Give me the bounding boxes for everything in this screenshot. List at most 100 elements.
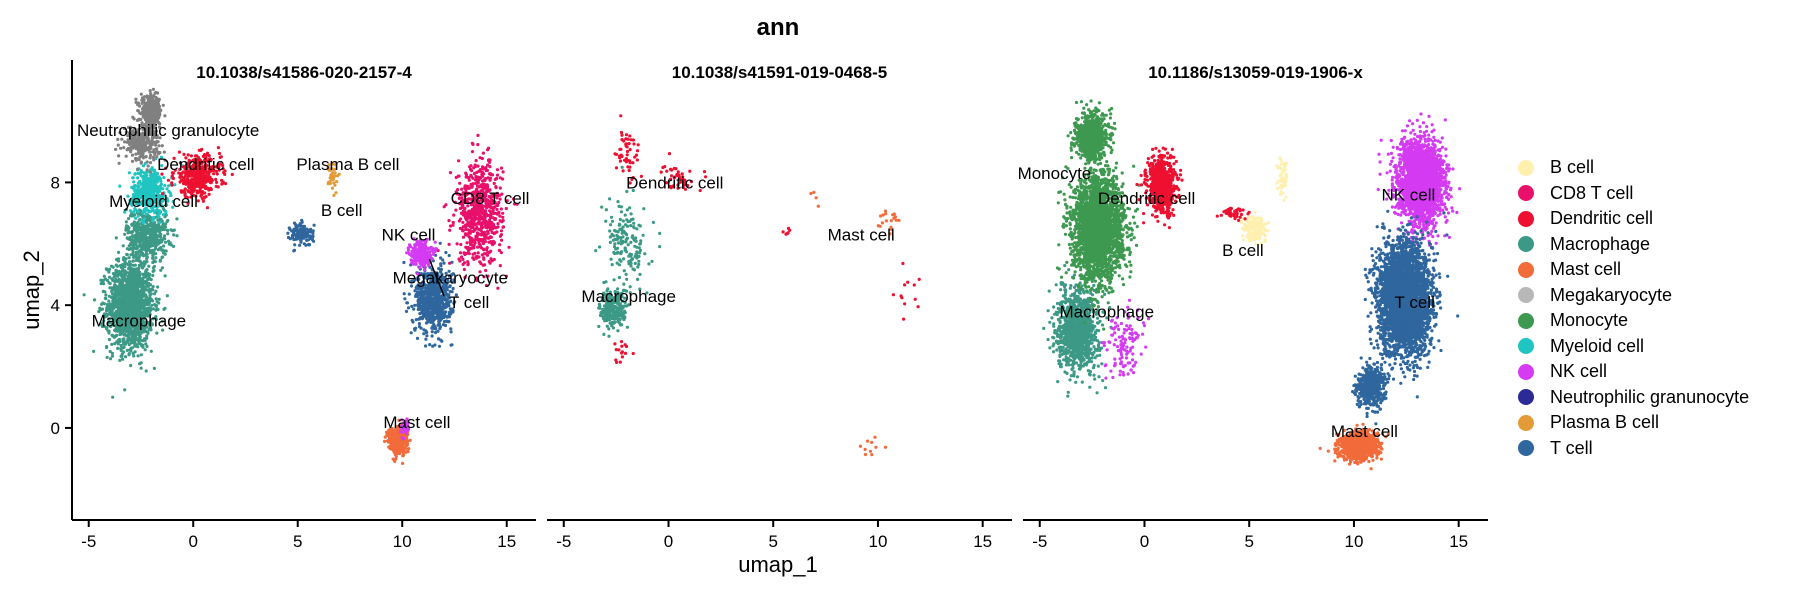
data-point [470, 150, 475, 154]
data-point [126, 224, 130, 229]
data-point [122, 345, 126, 349]
data-point [145, 307, 150, 311]
points-layer [82, 87, 519, 465]
data-point [93, 298, 97, 302]
data-point [493, 217, 497, 221]
data-point [129, 346, 133, 350]
data-point [148, 222, 153, 226]
data-point [166, 218, 170, 223]
data-point [407, 292, 411, 296]
data-point [483, 233, 487, 237]
data-point [122, 337, 126, 341]
data-point [102, 282, 106, 286]
data-point [157, 109, 161, 113]
data-point [152, 366, 156, 370]
data-point [481, 237, 485, 242]
data-point [107, 337, 111, 342]
data-point [135, 245, 140, 249]
data-point [292, 221, 297, 225]
data-point [133, 172, 137, 176]
data-point [198, 175, 202, 179]
data-point [155, 307, 159, 311]
data-point [461, 262, 465, 266]
data-point [482, 210, 486, 214]
data-point [101, 278, 105, 282]
data-point [173, 183, 177, 187]
data-point [402, 292, 406, 296]
data-point [479, 183, 483, 187]
data-point [162, 226, 166, 230]
data-point [164, 210, 168, 214]
data-point [124, 262, 129, 266]
data-point [154, 96, 158, 100]
data-point [109, 264, 114, 268]
data-point [144, 237, 149, 241]
data-point [207, 192, 211, 196]
data-point [484, 224, 488, 228]
data-point [476, 232, 480, 236]
data-point [144, 369, 148, 373]
data-point [439, 264, 443, 268]
data-point [204, 186, 208, 191]
data-point [123, 210, 127, 214]
data-point [134, 156, 138, 161]
data-point [442, 296, 446, 300]
data-point [155, 116, 159, 121]
data-point [157, 301, 161, 305]
data-point [177, 150, 181, 154]
data-point [162, 150, 166, 154]
data-point [82, 293, 86, 297]
data-point [195, 173, 199, 177]
data-point [451, 223, 455, 227]
data-point [135, 232, 139, 236]
data-point [92, 349, 96, 353]
data-point [484, 168, 488, 173]
data-point [151, 256, 155, 260]
data-point [474, 175, 478, 179]
data-point [130, 333, 134, 337]
data-point [163, 114, 167, 118]
data-point [107, 317, 111, 321]
data-point [447, 219, 451, 223]
data-point [294, 235, 299, 239]
data-point [151, 273, 155, 278]
data-point [428, 314, 432, 318]
data-point [493, 177, 497, 181]
data-point [152, 240, 156, 244]
data-point [151, 155, 155, 159]
data-point [161, 103, 165, 107]
data-point [145, 181, 150, 185]
data-point [287, 226, 291, 230]
data-point [456, 174, 460, 178]
data-point [134, 152, 138, 156]
data-point [458, 226, 462, 230]
data-point [499, 207, 503, 211]
data-point [403, 297, 407, 301]
data-point [471, 252, 475, 256]
data-point [200, 147, 204, 151]
data-point [458, 181, 462, 185]
data-point [122, 146, 126, 150]
data-point [286, 231, 290, 235]
data-point [331, 177, 335, 181]
data-point [147, 218, 151, 222]
data-point [129, 246, 133, 250]
data-point [163, 237, 167, 241]
data-point [149, 349, 153, 353]
data-point [329, 173, 333, 177]
data-point [485, 183, 489, 187]
data-point [147, 95, 151, 99]
data-point [471, 217, 475, 221]
data-point [330, 186, 334, 190]
data-point [195, 183, 199, 187]
data-point [130, 276, 134, 280]
data-point [139, 245, 143, 249]
data-point [147, 245, 151, 249]
data-point [135, 295, 139, 299]
data-point [154, 175, 158, 179]
data-point [146, 272, 150, 276]
data-point [459, 242, 463, 247]
data-point [477, 208, 482, 212]
data-point [479, 224, 483, 228]
data-point [125, 247, 129, 251]
